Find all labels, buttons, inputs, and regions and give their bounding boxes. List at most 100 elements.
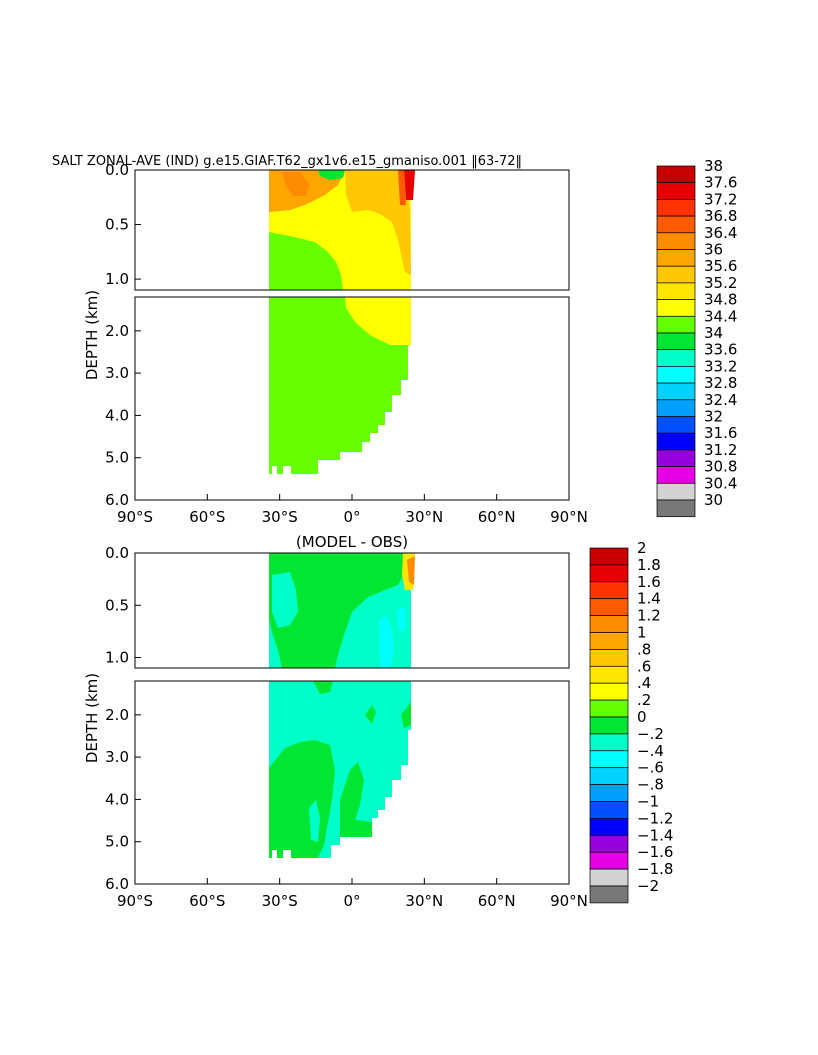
bottom-x-ticks: 90°S 60°S 30°S 0° 30°N 60°N 90°N [117, 878, 588, 910]
y-tick-label: 2.0 [105, 322, 129, 340]
bottom-frame-upper [134, 552, 570, 669]
colorbar-swatch [656, 449, 696, 467]
bottom-ylabel: DEPTH (km) [83, 673, 101, 763]
field-green-top [318, 170, 345, 180]
diff-green-blob2 [365, 705, 376, 724]
colorbar-label: −1.2 [637, 809, 673, 827]
colorbar-label: 37.2 [704, 190, 737, 208]
colorbar-label: .6 [637, 657, 651, 675]
colorbar-swatch [589, 801, 629, 819]
colorbar-swatch [589, 868, 629, 887]
colorbar-swatch [656, 432, 696, 451]
colorbar-swatch [589, 851, 629, 870]
colorbar-label: 35.2 [704, 274, 737, 292]
y-tick-label: 5.0 [105, 449, 129, 467]
colorbar-swatch [656, 366, 696, 384]
colorbar-label: 30 [704, 491, 723, 509]
bottom-colorbar: 21.81.61.41.21.8.6.4.20−.2−.4−.6−.8−1−1.… [589, 539, 673, 904]
colorbar-swatch [656, 282, 696, 300]
bottom-y-ticks: 0.0 0.5 1.0 2.0 3.0 4.0 5.0 6.0 [105, 544, 141, 893]
colorbar-swatch [656, 182, 696, 200]
colorbar-swatch [656, 499, 696, 518]
colorbar-swatch [656, 382, 696, 401]
bottom-title: (MODEL - OBS) [296, 533, 408, 551]
diff-cyan-pocket [272, 572, 298, 628]
bottom-field-upper [269, 553, 415, 668]
colorbar-label: 36.4 [704, 224, 737, 242]
x-tick-label: 0° [343, 508, 360, 526]
diff-green-blob3 [401, 702, 411, 728]
colorbar-swatch [656, 199, 696, 217]
field-yellow-deep [345, 297, 411, 345]
x-tick-label: 60°N [478, 508, 516, 526]
diff-orange-edge [407, 556, 415, 585]
colorbar-label: −1 [637, 793, 659, 811]
field-orange-mid [345, 170, 411, 275]
colorbar-label: 31.2 [704, 441, 737, 459]
x-tick-label: 30°S [262, 508, 298, 526]
diff-cyan-hole [309, 800, 320, 842]
field-green [269, 232, 343, 290]
top-panel: SALT ZONAL-AVE (IND) g.e15.GIAF.T62_gx1v… [52, 154, 737, 526]
colorbar-label: 1.8 [637, 556, 661, 574]
y-tick-label: 1.0 [105, 270, 129, 288]
colorbar-label: 30.8 [704, 458, 737, 476]
x-tick-label: 90°S [117, 508, 153, 526]
top-title: SALT ZONAL-AVE (IND) g.e15.GIAF.T62_gx1v… [52, 154, 522, 169]
colorbar-label: 0 [637, 708, 647, 726]
y-tick-label: 1.0 [105, 649, 129, 667]
bottom-panel: (MODEL - OBS) DEPTH (km) 0.0 0.5 1.0 2.0 3.0… [83, 533, 673, 910]
colorbar-swatch [589, 733, 629, 752]
y-tick-label: 5.0 [105, 833, 129, 851]
top-ylabel: DEPTH (km) [83, 290, 101, 380]
colorbar-label: 30.4 [704, 474, 737, 492]
y-tick-label: 3.0 [105, 364, 129, 382]
y-tick-label: 3.0 [105, 748, 129, 766]
colorbar-label: 32.8 [704, 374, 737, 392]
y-tick-label: 6.0 [105, 491, 129, 509]
y-tick-label: 2.0 [105, 706, 129, 724]
x-tick-label: 90°S [117, 892, 153, 910]
colorbar-swatch [656, 349, 696, 367]
colorbar-label: 34.4 [704, 307, 737, 325]
colorbar-label: 1.6 [637, 573, 661, 591]
diff-blue-pocket2 [397, 606, 406, 634]
colorbar-swatch [656, 265, 696, 284]
colorbar-swatch [656, 315, 696, 334]
colorbar-swatch [656, 232, 696, 250]
x-tick-label: 60°N [478, 892, 516, 910]
x-tick-label: 0° [343, 892, 360, 910]
colorbar-label: −.2 [637, 725, 664, 743]
colorbar-label: 1.4 [637, 590, 661, 608]
top-x-ticks: 90°S 60°S 30°S 0° 30°N 60°N 90°N [117, 494, 588, 526]
colorbar-swatch [589, 784, 629, 802]
colorbar-swatch [656, 215, 696, 234]
field-orange-edge [398, 170, 406, 205]
colorbar-swatch [656, 332, 696, 351]
x-tick-label: 30°N [405, 508, 443, 526]
colorbar-swatch [589, 665, 629, 684]
colorbar-swatch [589, 682, 629, 701]
y-tick-label: 0.0 [105, 161, 129, 179]
colorbar-swatch [589, 581, 629, 600]
colorbar-label: −.4 [637, 742, 664, 760]
colorbar-swatch [656, 416, 696, 434]
colorbar-swatch [656, 399, 696, 417]
colorbar-swatch [589, 834, 629, 853]
colorbar-label: 37.6 [704, 174, 737, 192]
colorbar-swatch [656, 299, 696, 317]
diff-green-blob1 [313, 681, 333, 694]
colorbar-swatch [589, 767, 629, 785]
colorbar-swatch [589, 885, 629, 904]
colorbar-swatch [589, 649, 629, 667]
colorbar-label: 34 [704, 324, 723, 342]
colorbar-swatch [656, 165, 696, 184]
top-colorbar: 3837.637.236.836.43635.635.234.834.43433… [656, 157, 737, 518]
top-field-lower [269, 297, 411, 474]
x-tick-label: 60°S [189, 508, 225, 526]
colorbar-label: −.8 [637, 776, 664, 794]
colorbar-label: .2 [637, 691, 651, 709]
colorbar-swatch [589, 547, 629, 566]
y-tick-label: 0.5 [105, 596, 129, 614]
colorbar-label: −2 [637, 877, 659, 895]
